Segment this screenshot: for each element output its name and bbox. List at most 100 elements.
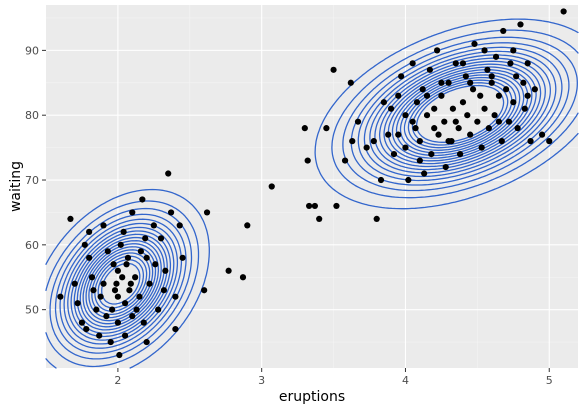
data-point bbox=[83, 326, 90, 333]
data-point bbox=[442, 163, 449, 171]
y-tick-label: 60 bbox=[25, 239, 39, 252]
data-point bbox=[155, 306, 162, 313]
data-point bbox=[311, 202, 318, 210]
contour-line bbox=[49, 36, 578, 360]
data-point bbox=[380, 99, 387, 106]
data-point bbox=[57, 293, 64, 300]
contour-line bbox=[73, 60, 542, 334]
data-point bbox=[129, 313, 136, 320]
data-point bbox=[172, 326, 179, 333]
data-point bbox=[469, 86, 477, 93]
data-point bbox=[520, 79, 527, 86]
y-tick-label: 90 bbox=[25, 44, 39, 57]
contour-line bbox=[59, 46, 563, 349]
y-axis-ticks: 50 60 70 80 90 bbox=[25, 44, 46, 317]
contour-line bbox=[45, 18, 579, 369]
contour-line bbox=[67, 54, 551, 341]
contour-line bbox=[82, 69, 529, 325]
data-point bbox=[517, 21, 524, 28]
data-point bbox=[395, 131, 402, 138]
y-tick-label: 50 bbox=[25, 304, 39, 317]
data-point bbox=[139, 196, 146, 203]
data-point bbox=[160, 287, 168, 294]
data-point bbox=[507, 60, 514, 67]
data-point bbox=[96, 332, 103, 339]
data-point bbox=[387, 105, 395, 112]
data-point bbox=[100, 222, 107, 229]
data-point bbox=[395, 92, 402, 99]
data-point bbox=[416, 138, 423, 145]
data-point bbox=[484, 66, 491, 73]
data-point bbox=[114, 319, 121, 326]
data-point bbox=[409, 60, 416, 67]
data-point bbox=[513, 73, 520, 80]
data-point bbox=[560, 8, 567, 15]
data-point bbox=[239, 274, 247, 281]
data-point bbox=[445, 79, 452, 86]
data-point bbox=[377, 176, 385, 184]
data-point bbox=[100, 280, 107, 287]
data-point bbox=[132, 274, 139, 281]
contour-line bbox=[45, 29, 579, 368]
data-point bbox=[341, 157, 349, 164]
data-point bbox=[510, 99, 517, 106]
y-tick-label: 80 bbox=[25, 109, 39, 122]
data-point bbox=[133, 306, 140, 313]
data-point bbox=[426, 66, 434, 73]
data-point bbox=[481, 105, 488, 112]
data-point bbox=[97, 293, 104, 300]
data-point bbox=[471, 40, 478, 47]
data-point bbox=[167, 209, 175, 216]
data-point bbox=[492, 53, 500, 60]
data-point bbox=[459, 99, 467, 106]
data-point bbox=[111, 287, 119, 294]
data-point bbox=[438, 79, 445, 86]
data-point bbox=[119, 274, 126, 281]
data-point bbox=[301, 125, 308, 132]
density-contours bbox=[45, 18, 579, 369]
data-point bbox=[165, 170, 172, 177]
data-point bbox=[385, 131, 392, 138]
data-point bbox=[323, 125, 330, 132]
data-point bbox=[474, 118, 481, 125]
x-tick-label: 5 bbox=[546, 374, 553, 387]
data-point bbox=[488, 79, 495, 86]
data-point bbox=[485, 125, 492, 132]
data-point bbox=[459, 60, 467, 67]
data-point bbox=[431, 125, 438, 132]
data-point bbox=[110, 261, 117, 268]
data-point bbox=[531, 86, 538, 93]
data-point bbox=[405, 176, 412, 184]
data-point bbox=[413, 99, 421, 106]
data-point bbox=[104, 248, 111, 255]
y-tick-label: 70 bbox=[25, 174, 39, 187]
data-point bbox=[455, 125, 462, 132]
data-point bbox=[521, 105, 528, 112]
data-point bbox=[416, 157, 423, 164]
data-point bbox=[495, 92, 503, 99]
data-point bbox=[438, 92, 445, 99]
data-point bbox=[488, 73, 495, 80]
x-tick-label: 4 bbox=[402, 374, 409, 387]
data-point bbox=[268, 183, 275, 190]
data-point bbox=[423, 112, 431, 119]
data-point bbox=[123, 261, 130, 268]
data-point bbox=[67, 215, 74, 223]
data-point bbox=[452, 118, 459, 125]
data-point bbox=[244, 222, 251, 229]
data-point bbox=[510, 47, 517, 54]
data-point bbox=[114, 267, 121, 274]
data-point bbox=[90, 287, 97, 294]
data-point bbox=[500, 27, 507, 35]
y-axis-title: waiting bbox=[8, 161, 24, 212]
data-point bbox=[477, 92, 484, 99]
data-point bbox=[445, 138, 452, 145]
data-point bbox=[121, 332, 129, 339]
data-point bbox=[142, 235, 149, 242]
data-point bbox=[503, 86, 510, 93]
data-point bbox=[467, 131, 474, 138]
data-point bbox=[176, 222, 183, 229]
data-point bbox=[146, 280, 153, 287]
data-point bbox=[546, 138, 553, 145]
